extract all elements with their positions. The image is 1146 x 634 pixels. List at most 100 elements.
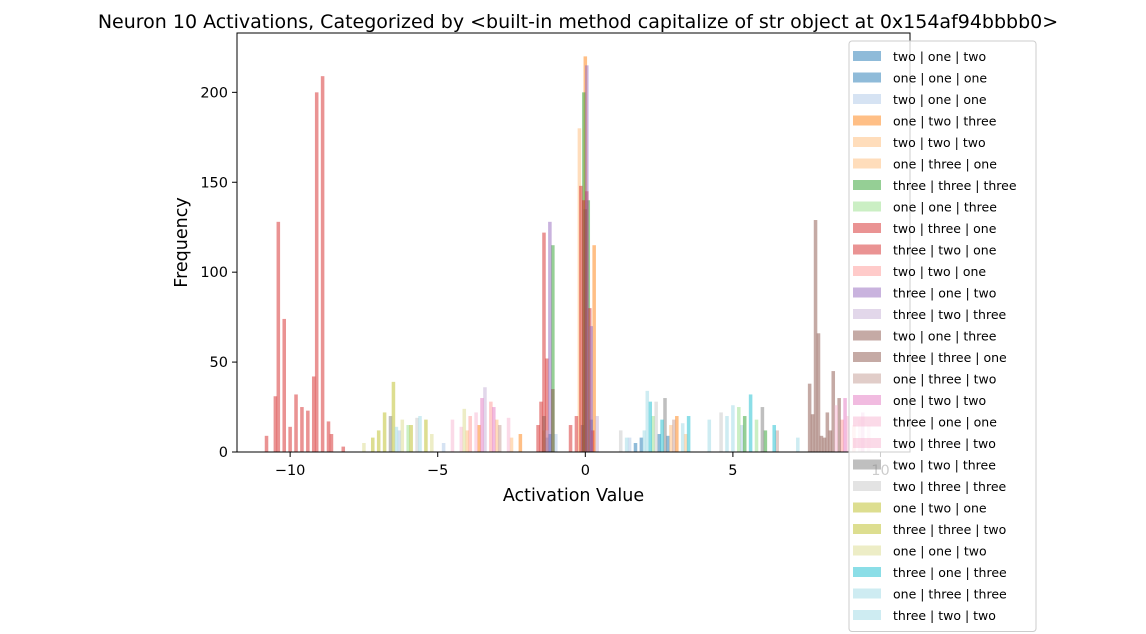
bar-series-8-2: [282, 318, 286, 452]
bar-series-9-12: [574, 416, 579, 452]
bar-series-25-1: [645, 390, 650, 452]
bar-series-12-2: [595, 416, 599, 452]
legend-label: two | two | two: [893, 135, 986, 150]
bar-series-24-1: [660, 419, 664, 452]
bar-series-9-10: [545, 358, 549, 452]
bar-series-5-2: [683, 434, 688, 452]
bar-series-9-11: [568, 425, 573, 452]
legend-label: three | three | one: [893, 350, 1007, 365]
bar-series-23-2: [430, 434, 434, 452]
legend-swatch: [853, 610, 881, 620]
legend-swatch: [853, 115, 881, 126]
bar-series-8-7: [579, 185, 583, 452]
bar-series-13-6: [583, 209, 588, 452]
bar-series-16-0: [480, 398, 484, 452]
bar-series-10-1: [489, 401, 493, 452]
y-tick-label: 200: [200, 85, 228, 101]
x-tick-label: −5: [427, 463, 448, 479]
bar-series-17-0: [450, 419, 455, 452]
bar-series-3-0: [477, 425, 481, 452]
legend-swatch: [853, 244, 881, 255]
bar-series-10-0: [468, 416, 472, 452]
x-tick-label: −10: [275, 463, 306, 479]
bar-series-16-1: [492, 407, 496, 452]
legend-label: one | one | three: [893, 200, 997, 215]
bar-series-4-0: [465, 430, 470, 452]
bar-series-2-2: [554, 434, 558, 452]
legend-label: two | one | three: [893, 329, 997, 344]
bar-series-20-3: [719, 412, 723, 452]
y-axis-label: Frequency: [172, 197, 192, 287]
bar-series-7-2: [737, 407, 741, 452]
bar-series-10-2: [840, 419, 844, 452]
bar-series-26-3: [707, 419, 712, 452]
bar-series-20-1: [618, 430, 623, 452]
bar-series-24-3: [748, 394, 753, 452]
bar-series-12-1: [545, 430, 549, 452]
bar-series-25-2: [680, 423, 685, 452]
bar-series-22-2: [424, 419, 428, 452]
legend-swatch: [853, 287, 881, 298]
bar-series-21-1: [391, 381, 396, 452]
legend-swatch: [853, 352, 881, 362]
x-tick-label: 5: [728, 463, 737, 479]
bar-series-7-0: [406, 425, 410, 452]
bar-series-23-1: [400, 419, 405, 452]
chart-title: Neuron 10 Activations, Categorized by <b…: [98, 11, 1058, 33]
y-tick-label: 150: [200, 175, 228, 191]
y-tick-label: 0: [219, 445, 228, 461]
bar-series-8-6: [542, 232, 546, 452]
legend-label: one | one | one: [893, 71, 987, 86]
legend-label: three | one | one: [893, 415, 997, 430]
bar-series-4-3: [669, 425, 673, 452]
bar-series-3-3: [592, 245, 596, 452]
legend-label: two | two | three: [893, 458, 996, 473]
legend-swatch: [853, 459, 881, 470]
bar-series-11-0: [548, 221, 552, 452]
legend-swatch: [853, 223, 881, 233]
bar-series-15-0: [497, 425, 502, 452]
legend-box: [848, 40, 1037, 632]
bar-series-15-1: [672, 419, 676, 452]
bar-series-9-1: [288, 426, 292, 452]
bar-series-9-3: [300, 407, 304, 452]
bar-series-14-4: [837, 398, 841, 452]
bar-series-9-4: [306, 410, 310, 452]
bar-series-9-9: [536, 425, 540, 452]
bar-series-8-4: [314, 92, 319, 452]
legend-label: two | one | one: [893, 92, 987, 107]
bar-series-8-5: [539, 401, 543, 452]
bar-series-6-4: [763, 430, 768, 452]
legend-swatch: [853, 481, 881, 491]
bar-series-0-2: [633, 443, 638, 452]
bar-series-14-0: [807, 383, 812, 452]
bar-series-2-3: [627, 437, 632, 452]
bar-series-3-1: [518, 434, 523, 452]
legend-swatch: [853, 266, 881, 276]
legend-swatch: [853, 309, 881, 319]
bar-series-9-8: [341, 446, 346, 452]
bar-series-25-0: [624, 437, 629, 452]
bar-series-4-1: [494, 419, 499, 452]
legend-label: three | one | two: [893, 286, 996, 301]
x-axis-label: Activation Value: [503, 486, 644, 506]
bar-series-9-0: [264, 435, 269, 452]
legend-swatch: [853, 545, 881, 556]
bar-series-24-0: [648, 401, 653, 452]
legend-label: two | three | two: [893, 436, 996, 451]
legend-label: three | two | two: [893, 608, 996, 623]
legend-label: two | two | one: [893, 264, 986, 279]
legend-swatch: [853, 201, 881, 212]
legend-swatch: [853, 94, 881, 104]
bar-series-17-2: [846, 416, 850, 452]
bar-series-6-3: [742, 416, 747, 452]
bar-series-19-0: [388, 416, 393, 452]
bar-series-23-0: [362, 443, 366, 452]
legend-label: one | three | one: [893, 157, 997, 172]
legend-swatch: [853, 416, 881, 427]
bar-series-14-5: [551, 389, 555, 452]
legend-swatch: [853, 51, 881, 61]
bar-series-5-0: [509, 437, 514, 452]
bar-series-8-0: [273, 396, 278, 452]
